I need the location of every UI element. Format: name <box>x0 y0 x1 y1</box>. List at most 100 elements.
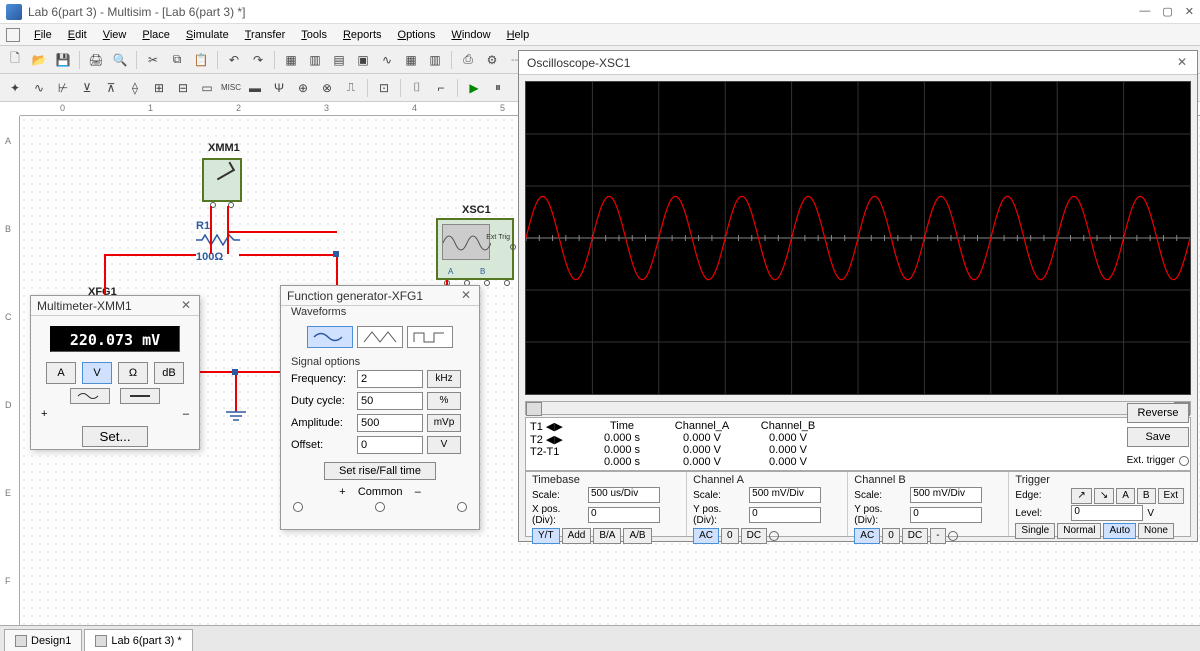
fg-unit[interactable]: mVp <box>427 414 461 432</box>
osc-pos[interactable]: 0 <box>910 507 982 523</box>
osc-btn-AC[interactable]: AC <box>854 528 880 544</box>
trg-edge-↗[interactable]: ↗ <box>1071 488 1091 504</box>
osc-btn-0[interactable]: 0 <box>721 528 739 544</box>
close-icon[interactable]: ✕ <box>1175 56 1189 70</box>
menu-edit[interactable]: Edit <box>60 27 95 43</box>
osc-btn-DC[interactable]: DC <box>741 528 767 544</box>
osc-scale[interactable]: 500 mV/Div <box>749 487 821 503</box>
osc-scale[interactable]: 500 mV/Div <box>910 487 982 503</box>
tab-Lab-6-part-3-[interactable]: Lab 6(part 3) * <box>84 629 192 651</box>
osc-btn-0[interactable]: 0 <box>882 528 900 544</box>
minimize-button[interactable]: — <box>1139 5 1150 18</box>
trg-level[interactable]: 0 <box>1071 505 1143 521</box>
cut-icon[interactable]: ✂ <box>142 49 164 71</box>
menu-help[interactable]: Help <box>499 27 538 43</box>
osc-scrollbar[interactable] <box>525 401 1191 415</box>
wire[interactable] <box>227 206 229 254</box>
menu-transfer[interactable]: Transfer <box>237 27 294 43</box>
osc-scale[interactable]: 500 us/Div <box>588 487 660 503</box>
menu-tools[interactable]: Tools <box>293 27 335 43</box>
place-icon[interactable]: ✦ <box>4 77 26 99</box>
osc-btn--[interactable]: - <box>930 528 945 544</box>
mm-dc-icon[interactable] <box>120 388 160 404</box>
new-icon[interactable]: 🗋 <box>4 49 26 71</box>
fg-term-pos[interactable] <box>293 502 303 512</box>
osc-btn-Y/T[interactable]: Y/T <box>532 528 560 544</box>
place-icon[interactable]: Ψ <box>268 77 290 99</box>
mm-set-button[interactable]: Set... <box>82 426 147 447</box>
osc-btn-A/B[interactable]: A/B <box>623 528 651 544</box>
mm-mode-Ω[interactable]: Ω <box>118 362 148 384</box>
wire[interactable] <box>235 371 237 411</box>
place-icon[interactable]: ∿ <box>28 77 50 99</box>
component-resistor[interactable]: R1 100Ω <box>196 220 240 263</box>
ext-trigger-terminal[interactable] <box>1179 456 1189 466</box>
run-icon[interactable]: ▶ <box>463 77 485 99</box>
place-icon[interactable]: ⊼ <box>100 77 122 99</box>
trg-edge-A[interactable]: A <box>1116 488 1135 504</box>
mm-mode-dB[interactable]: dB <box>154 362 184 384</box>
place-icon[interactable]: ⊬ <box>52 77 74 99</box>
preview-icon[interactable]: 🔍 <box>109 49 131 71</box>
fg-input-0[interactable] <box>357 370 423 388</box>
place-icon[interactable]: ⊻ <box>76 77 98 99</box>
tool-icon[interactable]: ∿ <box>376 49 398 71</box>
open-icon[interactable]: 📂 <box>28 49 50 71</box>
close-icon[interactable]: ✕ <box>459 289 473 303</box>
menu-options[interactable]: Options <box>390 27 444 43</box>
component-multimeter[interactable]: XMM1 <box>202 146 242 202</box>
menu-window[interactable]: Window <box>443 27 498 43</box>
tool-icon[interactable]: ▤ <box>328 49 350 71</box>
osc-terminal[interactable] <box>769 531 779 541</box>
wire[interactable] <box>210 206 212 254</box>
place-icon[interactable]: ⊞ <box>148 77 170 99</box>
tool-icon[interactable]: ▥ <box>424 49 446 71</box>
multimeter-panel[interactable]: Multimeter-XMM1✕ 220.073 mV AVΩdB +– Set… <box>30 295 200 450</box>
osc-btn-DC[interactable]: DC <box>902 528 928 544</box>
trg-mode-None[interactable]: None <box>1138 523 1174 539</box>
osc-pos[interactable]: 0 <box>588 507 660 523</box>
fg-unit[interactable]: kHz <box>427 370 461 388</box>
redo-icon[interactable]: ↷ <box>247 49 269 71</box>
menu-reports[interactable]: Reports <box>335 27 390 43</box>
fg-unit[interactable]: % <box>427 392 461 410</box>
tool-icon[interactable]: ▣ <box>352 49 374 71</box>
fg-input-1[interactable] <box>357 392 423 410</box>
maximize-button[interactable]: ▢ <box>1162 5 1172 18</box>
trg-mode-Auto[interactable]: Auto <box>1103 523 1136 539</box>
place-icon[interactable]: ▬ <box>244 77 266 99</box>
trg-mode-Single[interactable]: Single <box>1015 523 1055 539</box>
copy-icon[interactable]: ⧉ <box>166 49 188 71</box>
wire-node[interactable] <box>333 251 339 257</box>
place-icon[interactable]: ▭ <box>196 77 218 99</box>
place-icon[interactable]: ⟠ <box>124 77 146 99</box>
close-button[interactable]: ✕ <box>1185 5 1194 18</box>
menu-view[interactable]: View <box>95 27 135 43</box>
trg-mode-Normal[interactable]: Normal <box>1057 523 1101 539</box>
menu-file[interactable]: File <box>26 27 60 43</box>
print-icon[interactable]: 🖨 <box>85 49 107 71</box>
paste-icon[interactable]: 📋 <box>190 49 212 71</box>
mm-ac-icon[interactable] <box>70 388 110 404</box>
funcgen-panel[interactable]: Function generator-XFG1✕ Waveforms Signa… <box>280 285 480 530</box>
tab-Design1[interactable]: Design1 <box>4 629 82 651</box>
osc-btn-AC[interactable]: AC <box>693 528 719 544</box>
osc-terminal[interactable] <box>948 531 958 541</box>
tool-icon[interactable]: ⎙ <box>457 49 479 71</box>
tool-icon[interactable]: ▦ <box>400 49 422 71</box>
fg-input-3[interactable] <box>357 436 423 454</box>
trg-edge-Ext[interactable]: Ext <box>1158 488 1184 504</box>
pause-icon[interactable]: ⏸ <box>487 77 509 99</box>
component-oscilloscope[interactable]: XSC1 Ext Trig A B <box>436 204 514 280</box>
osc-reverse-button[interactable]: Reverse <box>1127 403 1189 423</box>
trg-edge-↘[interactable]: ↘ <box>1094 488 1114 504</box>
osc-pos[interactable]: 0 <box>749 507 821 523</box>
oscilloscope-window[interactable]: Oscilloscope-XSC1✕ T1 ◀▶ T2 ◀▶ T2-T1 Tim… <box>518 50 1198 542</box>
save-icon[interactable]: 💾 <box>52 49 74 71</box>
osc-save-button[interactable]: Save <box>1127 427 1189 447</box>
tool-icon[interactable]: ▦ <box>280 49 302 71</box>
trg-edge-B[interactable]: B <box>1137 488 1156 504</box>
fg-rise-button[interactable]: Set rise/Fall time <box>324 462 436 480</box>
wire[interactable] <box>227 231 337 233</box>
osc-btn-B/A[interactable]: B/A <box>593 528 621 544</box>
